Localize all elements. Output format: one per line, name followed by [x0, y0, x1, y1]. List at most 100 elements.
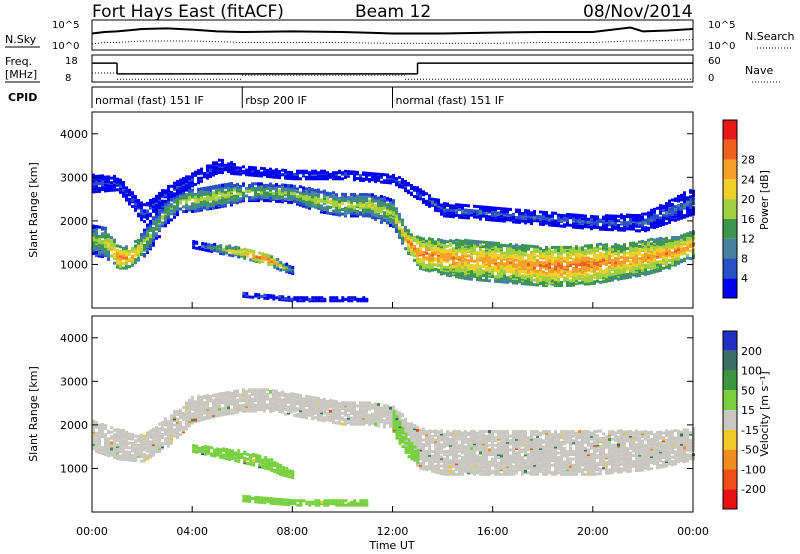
range-gate-cell	[215, 189, 218, 193]
range-gate-cell	[104, 424, 107, 428]
range-gate-cell	[431, 238, 434, 242]
range-gate-cell	[437, 201, 440, 205]
range-gate-cell	[101, 180, 104, 184]
range-gate-cell	[206, 170, 209, 174]
range-gate-cell	[608, 217, 611, 221]
range-gate-cell	[374, 205, 377, 209]
range-gate-cell	[224, 391, 227, 395]
range-gate-cell	[164, 224, 167, 228]
range-gate-cell	[119, 447, 122, 451]
range-gate-cell	[662, 213, 665, 217]
range-gate-cell	[182, 418, 185, 422]
range-gate-cell	[545, 271, 548, 275]
range-gate-cell	[641, 265, 644, 269]
range-gate-cell	[611, 214, 614, 218]
range-gate-cell	[95, 240, 98, 244]
range-gate-cell	[197, 187, 200, 191]
range-gate-cell	[230, 168, 233, 172]
range-gate-cell	[213, 246, 217, 249]
range-gate-cell	[455, 206, 458, 210]
range-gate-cell	[149, 432, 152, 436]
range-gate-cell	[356, 170, 359, 174]
range-gate-cell	[395, 225, 398, 229]
range-gate-cell	[422, 190, 425, 194]
range-gate-cell	[677, 236, 680, 239]
range-gate-cell	[158, 201, 161, 205]
range-gate-cell	[170, 190, 173, 194]
range-gate-cell	[566, 212, 569, 216]
range-gate-cell	[506, 270, 509, 274]
range-gate-cell	[449, 274, 452, 278]
range-gate-cell	[296, 190, 299, 194]
range-gate-cell	[419, 257, 422, 261]
range-gate-cell	[131, 446, 134, 450]
range-gate-cell	[470, 239, 473, 243]
range-gate-cell	[113, 181, 116, 184]
range-gate-cell	[641, 240, 644, 243]
range-gate-cell	[455, 252, 458, 256]
range-gate-cell	[98, 188, 101, 192]
range-gate-cell	[515, 243, 518, 247]
range-gate-cell	[470, 242, 473, 246]
range-gate-cell	[545, 247, 548, 251]
range-gate-cell	[473, 209, 476, 213]
range-gate-cell	[209, 399, 212, 403]
range-gate-cell	[572, 222, 575, 226]
range-gate-cell	[485, 250, 488, 254]
range-gate-cell	[200, 395, 203, 399]
range-gate-cell	[260, 295, 264, 298]
range-gate-cell	[572, 266, 575, 270]
range-gate-cell	[275, 199, 278, 203]
range-gate-cell	[264, 257, 268, 261]
range-gate-cell	[464, 257, 467, 261]
range-gate-cell	[689, 243, 692, 247]
range-gate-cell	[200, 191, 203, 195]
range-gate-cell	[611, 263, 614, 267]
range-gate-cell	[659, 216, 662, 220]
range-gate-cell	[314, 296, 318, 300]
range-gate-cell	[437, 268, 440, 272]
range-gate-cell	[644, 253, 647, 257]
range-gate-cell	[539, 250, 542, 254]
range-gate-cell	[143, 453, 146, 457]
range-gate-cell	[335, 200, 338, 204]
range-gate-cell	[548, 259, 551, 263]
range-gate-cell	[584, 265, 587, 269]
range-gate-cell	[284, 183, 287, 187]
range-gate-cell	[467, 265, 470, 269]
range-gate-cell	[341, 212, 344, 216]
range-gate-cell	[617, 214, 620, 218]
range-gate-cell	[503, 266, 506, 270]
range-gate-cell	[449, 248, 452, 252]
range-gate-cell	[254, 186, 257, 190]
range-gate-cell	[167, 420, 170, 424]
range-gate-cell	[218, 395, 221, 399]
range-gate-cell	[329, 205, 332, 209]
range-gate-cell	[197, 176, 200, 180]
range-gate-cell	[416, 247, 419, 251]
range-gate-cell	[218, 158, 221, 162]
range-gate-cell	[95, 177, 98, 181]
range-gate-cell	[98, 447, 101, 451]
range-gate-cell	[257, 183, 260, 187]
range-gate-cell	[260, 171, 263, 175]
range-gate-cell	[320, 177, 323, 181]
range-gate-cell	[590, 222, 593, 226]
range-gate-cell	[452, 239, 455, 243]
colorbar-swatch	[723, 139, 737, 160]
range-gate-cell	[221, 185, 224, 189]
range-gate-cell	[347, 170, 350, 174]
range-gate-cell	[290, 171, 293, 174]
range-gate-cell	[185, 422, 188, 426]
range-gate-cell	[228, 244, 232, 248]
range-gate-cell	[344, 169, 347, 173]
range-gate-cell	[596, 215, 599, 219]
range-gate-cell	[152, 237, 155, 241]
range-gate-cell	[287, 295, 291, 299]
range-gate-cell	[614, 256, 617, 260]
range-gate-cell	[392, 225, 395, 229]
range-gate-cell	[611, 225, 614, 229]
range-gate-cell	[305, 204, 308, 208]
range-gate-cell	[659, 247, 662, 251]
range-gate-cell	[332, 296, 336, 300]
